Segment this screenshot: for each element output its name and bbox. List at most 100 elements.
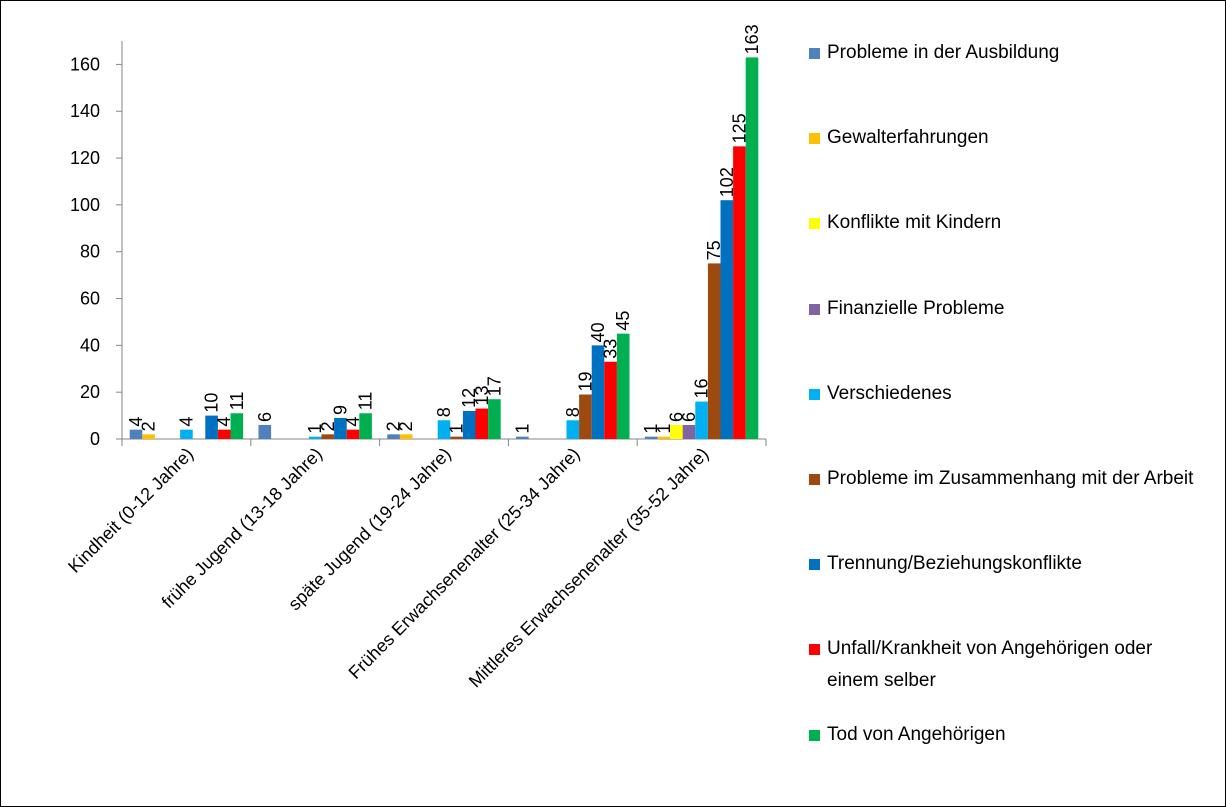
legend-item: Unfall/Krankheit von Angehörigen oder ei… <box>809 633 1209 697</box>
data-label: 1 <box>305 424 325 434</box>
y-tick-label: 60 <box>80 289 100 309</box>
data-label: 17 <box>484 376 504 396</box>
data-label: 1 <box>654 424 674 434</box>
legend-item: Finanzielle Probleme <box>809 293 1209 325</box>
data-label: 6 <box>666 412 686 422</box>
y-tick-label: 160 <box>70 54 100 74</box>
data-label: 4 <box>126 417 146 427</box>
bar <box>616 333 630 439</box>
bar <box>359 413 372 439</box>
legend-label: Konflikte mit Kindern <box>827 212 1002 234</box>
legend-swatch <box>809 644 820 656</box>
data-label: 2 <box>384 421 404 431</box>
bar <box>180 429 193 439</box>
x-tick-label: Mittleres Erwachsenenalter (35-52 Jahre) <box>465 444 713 692</box>
bar <box>745 57 759 439</box>
legend-label: Unfall/Krankheit von Angehörigen oder ei… <box>827 638 1153 692</box>
legend-swatch <box>809 218 820 230</box>
legend-item: Konflikte mit Kindern <box>809 207 1209 239</box>
bar <box>129 429 143 439</box>
data-label: 1 <box>512 424 532 434</box>
bar <box>205 415 218 439</box>
data-label: 45 <box>613 311 633 331</box>
data-label: 12 <box>459 388 479 408</box>
bar <box>346 429 360 439</box>
y-tick-label: 140 <box>70 101 100 121</box>
data-label: 9 <box>330 405 350 415</box>
legend-label: Probleme im Zusammenhang mit der Arbeit <box>827 468 1194 489</box>
data-label: 40 <box>588 322 608 342</box>
data-label: 163 <box>742 24 762 54</box>
data-label: 75 <box>704 240 724 260</box>
bar <box>695 401 708 439</box>
bar <box>450 436 463 439</box>
legend-label: Trennung/Beziehungskonflikte <box>827 553 1082 575</box>
data-label: 4 <box>176 417 196 427</box>
data-label: 11 <box>356 392 376 411</box>
bar <box>308 436 322 439</box>
bar <box>399 434 413 439</box>
data-label: 125 <box>729 113 749 143</box>
legend-swatch <box>809 474 820 485</box>
data-label: 1 <box>447 424 467 434</box>
data-label: 102 <box>717 167 737 197</box>
bar <box>670 424 683 439</box>
legend-item: Probleme in der Ausbildung <box>809 37 1209 69</box>
legend-item: Probleme im Zusammenhang mit der Arbeit <box>809 463 1209 495</box>
bar <box>707 263 721 439</box>
data-label: 8 <box>563 407 583 417</box>
legend-item: Trennung/Beziehungskonflikte <box>809 548 1209 580</box>
bar <box>142 434 155 439</box>
bar <box>217 429 231 439</box>
bar <box>488 399 501 439</box>
legend-label: Gewalterfahrungen <box>827 127 989 149</box>
data-label: 2 <box>318 421 338 431</box>
bar <box>516 436 529 439</box>
data-label: 1 <box>641 424 661 434</box>
data-label: 16 <box>692 379 712 399</box>
x-tick-label: Frühes Erwachsenenalter (25-34 Jahre) <box>345 444 584 683</box>
legend-label: Tod von Angehörigen <box>827 723 1006 745</box>
y-tick-label: 80 <box>80 242 100 262</box>
data-label: 4 <box>214 417 234 427</box>
bar <box>230 413 244 439</box>
legend-swatch <box>809 729 820 741</box>
bar <box>258 424 272 439</box>
bar <box>657 436 671 439</box>
data-label: 6 <box>255 412 275 422</box>
bar <box>579 394 592 439</box>
y-tick-label: 40 <box>80 335 100 355</box>
legend-swatch <box>809 559 820 571</box>
legend-item: Verschiedenes <box>809 378 1209 410</box>
data-label: 8 <box>434 407 454 417</box>
x-tick-label: Kindheit (0-12 Jahre) <box>64 444 197 577</box>
legend-item: Gewalterfahrungen <box>809 122 1209 154</box>
y-tick-label: 0 <box>90 429 100 449</box>
legend-label: Probleme in der Ausbildung <box>827 42 1060 63</box>
bar <box>604 361 617 439</box>
data-label: 13 <box>472 386 492 406</box>
data-label: 6 <box>679 412 699 422</box>
data-label: 2 <box>396 421 416 431</box>
bar <box>644 436 658 439</box>
legend-label: Finanzielle Probleme <box>827 297 1005 319</box>
y-tick-label: 20 <box>80 382 100 402</box>
data-label: 11 <box>227 392 247 411</box>
legend-swatch <box>809 48 820 59</box>
bar <box>733 146 746 439</box>
data-label: 10 <box>202 393 222 413</box>
bar <box>720 200 734 439</box>
bar <box>682 424 696 439</box>
y-tick-label: 120 <box>70 148 100 168</box>
bar <box>321 434 335 439</box>
data-label: 33 <box>601 339 621 359</box>
data-label: 19 <box>575 371 595 391</box>
y-tick-label: 100 <box>70 195 100 215</box>
bar <box>462 410 476 439</box>
bar <box>475 408 489 439</box>
legend-swatch <box>809 133 820 145</box>
data-label: 4 <box>343 417 363 427</box>
legend-swatch <box>809 303 820 315</box>
